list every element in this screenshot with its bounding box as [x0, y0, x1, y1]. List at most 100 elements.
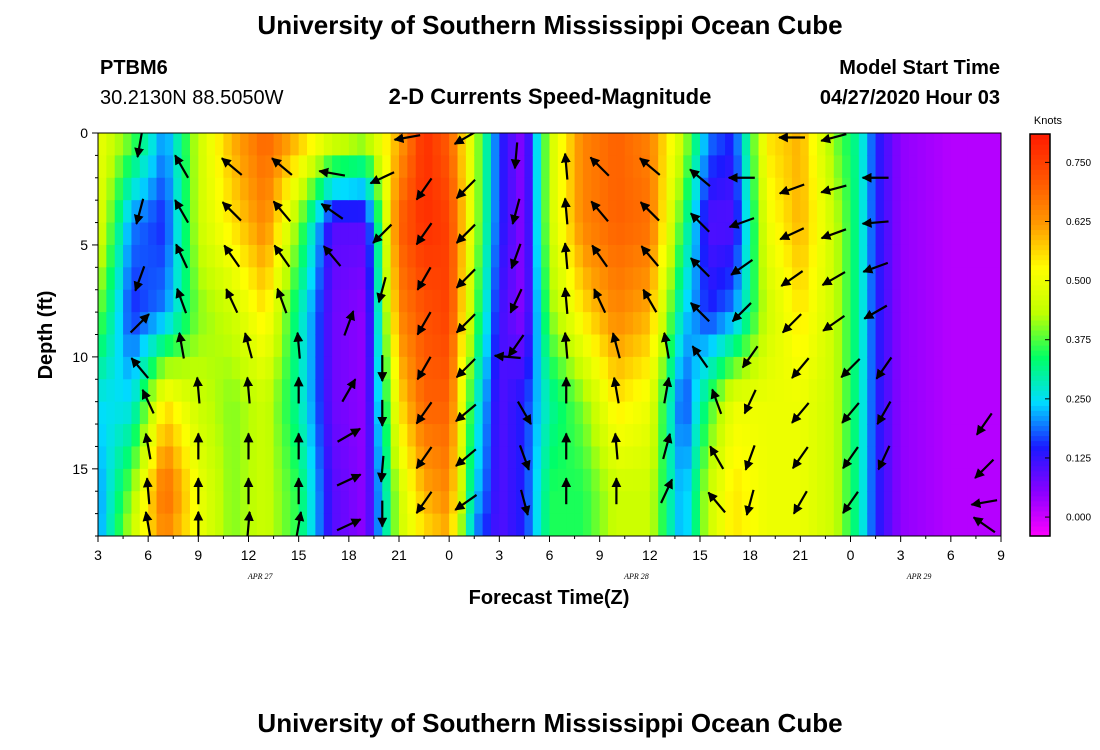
heatmap-cell — [332, 177, 342, 201]
heatmap-cell — [557, 513, 567, 536]
heatmap-cell — [298, 491, 308, 515]
heatmap-cell — [281, 222, 291, 246]
heatmap-cell — [909, 446, 918, 470]
colorbar-swatch — [1030, 234, 1050, 241]
heatmap-cell — [850, 289, 860, 313]
heatmap-cell — [323, 155, 333, 179]
heatmap-cell — [942, 244, 952, 268]
heatmap-cell — [390, 334, 400, 358]
colorbar-swatch — [1030, 139, 1050, 145]
heatmap-cell — [858, 244, 868, 268]
heatmap-cell — [942, 222, 952, 246]
heatmap-cell — [524, 155, 534, 179]
heatmap-cell — [490, 446, 500, 470]
heatmap-cell — [934, 312, 944, 336]
heatmap-cell — [683, 222, 693, 246]
heatmap-cell — [783, 133, 793, 156]
heatmap-cell — [315, 334, 325, 358]
heatmap-cell — [666, 312, 676, 336]
heatmap-cell — [700, 155, 709, 179]
heatmap-cell — [106, 468, 116, 492]
heatmap-cell — [499, 312, 509, 336]
heatmap-cell — [440, 200, 450, 224]
heatmap-cell — [181, 244, 191, 268]
heatmap-cell — [482, 513, 492, 536]
heatmap-cell — [984, 446, 994, 470]
heatmap-cell — [783, 446, 793, 470]
colorbar-frame — [1029, 133, 1051, 537]
heatmap-cell — [741, 177, 751, 201]
heatmap-cell — [875, 513, 885, 536]
heatmap-cell — [549, 200, 559, 224]
heatmap-cell — [624, 177, 634, 201]
heatmap-cell — [800, 446, 810, 470]
heatmap-cell — [800, 491, 810, 515]
heatmap-cell — [867, 155, 877, 179]
heatmap-cell — [106, 133, 116, 156]
heatmap-cell — [206, 222, 216, 246]
heatmap-cell — [741, 244, 751, 268]
heatmap-cell — [691, 424, 701, 448]
heatmap-cell — [817, 446, 827, 470]
heatmap-cell — [524, 200, 534, 224]
x-tick-label: 9 — [997, 547, 1005, 563]
heatmap-cell — [123, 155, 133, 179]
heatmap-cell — [206, 267, 216, 291]
heatmap-cell — [850, 468, 860, 492]
heatmap-cell — [691, 312, 701, 336]
heatmap-cell — [549, 312, 559, 336]
heatmap-cell — [507, 379, 517, 403]
model-start-value: 04/27/2020 Hour 03 — [819, 87, 1000, 109]
heatmap-cell — [173, 289, 183, 313]
current-vector — [243, 510, 254, 536]
current-vector — [820, 133, 847, 144]
heatmap-cell — [599, 379, 609, 403]
heatmap-cell — [189, 155, 199, 179]
heatmap-cell — [750, 401, 760, 425]
heatmap-cell — [323, 267, 333, 291]
heatmap-cell — [934, 244, 944, 268]
heatmap-cell — [992, 491, 1001, 515]
heatmap-cell — [516, 133, 526, 156]
heatmap-cell — [315, 491, 325, 515]
heatmap-cell — [883, 379, 893, 403]
heatmap-cell — [599, 491, 609, 515]
heatmap-cell — [750, 289, 760, 313]
heatmap-cell — [674, 267, 684, 291]
heatmap-cell — [507, 133, 517, 156]
heatmap-cell — [114, 513, 124, 536]
heatmap-cell — [541, 356, 551, 380]
heatmap-cell — [541, 334, 551, 358]
heatmap-cell — [323, 244, 333, 268]
heatmap-cell — [482, 200, 492, 224]
heatmap-cell — [549, 334, 559, 358]
heatmap-cell — [265, 379, 275, 403]
colorbar-swatch — [1030, 460, 1050, 467]
heatmap-cell — [557, 267, 567, 291]
heatmap-cell — [942, 133, 952, 156]
heatmap-cell — [223, 312, 233, 336]
heatmap-cell — [524, 379, 534, 403]
heatmap-cell — [917, 513, 927, 536]
heatmap-cell — [950, 379, 960, 403]
heatmap-cell — [181, 267, 191, 291]
heatmap-cell — [139, 267, 149, 291]
heatmap-cell — [382, 289, 392, 313]
heatmap-cell — [817, 356, 827, 380]
heatmap-cell — [457, 334, 467, 358]
heatmap-cell — [440, 356, 450, 380]
heatmap-cell — [332, 244, 342, 268]
heatmap-cell — [616, 289, 626, 313]
heatmap-cell — [766, 513, 776, 536]
heatmap-cell — [382, 177, 392, 201]
heatmap-cell — [791, 177, 801, 201]
heatmap-cell — [281, 244, 291, 268]
heatmap-cell — [499, 379, 509, 403]
heatmap-cell — [98, 401, 107, 425]
heatmap-cell — [909, 379, 918, 403]
heatmap-cell — [733, 289, 743, 313]
heatmap-cell — [741, 356, 751, 380]
heatmap-cell — [808, 312, 818, 336]
heatmap-cell — [766, 491, 776, 515]
heatmap-cell — [532, 267, 542, 291]
